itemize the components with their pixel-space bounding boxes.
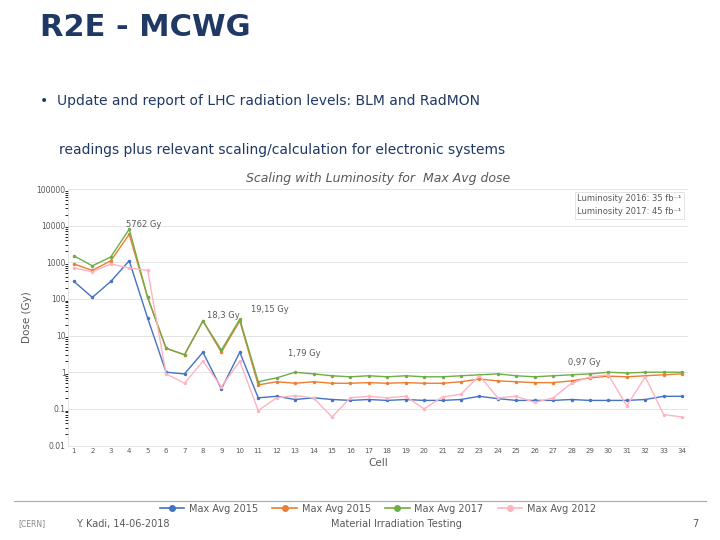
Text: 5762 Gy: 5762 Gy	[125, 220, 161, 230]
Y-axis label: Dose (Gy): Dose (Gy)	[22, 292, 32, 343]
Text: Luminosity 2016: 35 fb⁻¹
Luminosity 2017: 45 fb⁻¹: Luminosity 2016: 35 fb⁻¹ Luminosity 2017…	[577, 194, 681, 217]
X-axis label: Cell: Cell	[368, 458, 388, 468]
Text: 18,3 Gy: 18,3 Gy	[207, 311, 239, 320]
Text: Y. Kadi, 14-06-2018: Y. Kadi, 14-06-2018	[76, 519, 169, 529]
Title: Scaling with Luminosity for  Max Avg dose: Scaling with Luminosity for Max Avg dose	[246, 172, 510, 185]
Text: 0,97 Gy: 0,97 Gy	[568, 357, 600, 367]
Text: 7: 7	[692, 519, 698, 529]
Text: 19,15 Gy: 19,15 Gy	[251, 305, 289, 314]
Text: 1,79 Gy: 1,79 Gy	[288, 349, 320, 358]
Text: readings plus relevant scaling/calculation for electronic systems: readings plus relevant scaling/calculati…	[59, 143, 505, 157]
Text: [CERN]: [CERN]	[18, 519, 45, 529]
Text: Material Irradiation Testing: Material Irradiation Testing	[330, 519, 462, 529]
Text: •  Update and report of LHC radiation levels: BLM and RadMON: • Update and report of LHC radiation lev…	[40, 94, 480, 108]
Legend: Max Avg 2015, Max Avg 2015, Max Avg 2017, Max Avg 2012: Max Avg 2015, Max Avg 2015, Max Avg 2017…	[156, 500, 600, 517]
Text: R2E - MCWG: R2E - MCWG	[40, 13, 251, 42]
